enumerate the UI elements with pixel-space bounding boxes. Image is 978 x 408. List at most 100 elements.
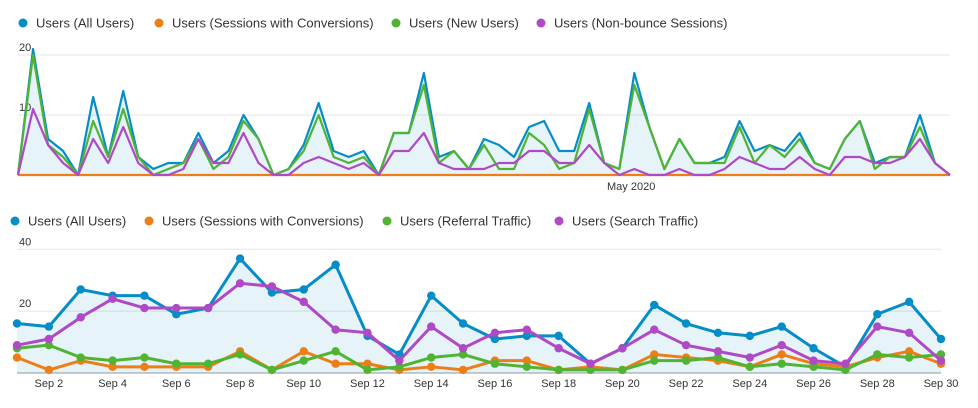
point-users-all-users-4: [140, 291, 149, 300]
point-users-all-users-16: [522, 331, 531, 341]
point-users-search-traffic-19: [618, 344, 627, 353]
x-tick-label-sep-8: Sep 8: [226, 378, 255, 390]
point-users-referral-traffic-28: [904, 353, 914, 362]
point-users-referral-traffic-15: [490, 359, 500, 368]
line-users-search-traffic: [16, 281, 942, 366]
legend-item-users-search-traffic: Users (Search Traffic): [554, 214, 698, 229]
point-users-referral-traffic-16: [522, 362, 531, 372]
point-users-all-users-2: [76, 285, 85, 294]
point-users-referral-traffic-1: [44, 340, 54, 350]
point-users-all-users-25: [809, 344, 818, 353]
legend-item-users-all-users: Users (All Users): [10, 214, 126, 229]
point-users-search-traffic-6: [203, 303, 213, 313]
series-users-new-users: [16, 53, 951, 177]
legend-item-users-new-users: Users (New Users): [391, 16, 519, 31]
point-users-search-traffic-25: [809, 356, 818, 365]
point-users-referral-traffic-13: [427, 353, 436, 362]
legend-label-users-all-users: Users (All Users): [36, 16, 134, 31]
point-users-all-users-21: [681, 319, 691, 328]
legend-marker-users-non-bounce-sessions: [536, 18, 546, 28]
y-tick-label-20: 20: [19, 298, 31, 310]
legend-label-users-sessions-with-conversions: Users (Sessions with Conversions): [172, 16, 374, 31]
point-users-search-traffic-8: [267, 282, 277, 291]
legend-label-users-sessions-with-conversions: Users (Sessions with Conversions): [162, 214, 364, 229]
legend-item-users-all-users: Users (All Users): [18, 16, 134, 31]
legend-item-users-referral-traffic: Users (Referral Traffic): [382, 214, 531, 229]
point-users-all-users-15: [490, 334, 500, 344]
point-users-search-traffic-12: [395, 356, 404, 365]
point-users-search-traffic-21: [681, 340, 691, 350]
point-users-search-traffic-2: [76, 313, 85, 322]
x-tick-label-sep-10: Sep 10: [286, 378, 321, 390]
x-tick-label-sep-2: Sep 2: [34, 378, 63, 390]
series-users-all-users: [12, 254, 946, 373]
point-users-search-traffic-22: [713, 347, 723, 356]
line-users-all-users: [16, 47, 951, 177]
y-tick-label-40: 40: [19, 236, 31, 248]
chart-bottom: Users (All Users) Users (Sessions with Co…: [10, 214, 958, 390]
line-users-non-bounce-sessions: [16, 107, 951, 177]
point-users-all-users-27: [873, 310, 882, 319]
legend-marker-users-all-users: [18, 18, 28, 28]
point-users-search-traffic-18: [586, 359, 595, 368]
point-users-all-users-7: [235, 254, 245, 263]
legend-marker-users-search-traffic: [554, 216, 564, 226]
legend-label-users-all-users: Users (All Users): [28, 214, 126, 229]
area-fill-users-all-users: [17, 258, 941, 373]
point-users-search-traffic-24: [777, 340, 786, 350]
point-users-search-traffic-23: [745, 353, 755, 362]
point-users-all-users-10: [331, 260, 340, 269]
point-users-search-traffic-11: [363, 328, 372, 337]
point-users-search-traffic-1: [44, 334, 54, 344]
point-users-sessions-with-conversions-4: [140, 362, 149, 372]
line-users-all-users: [16, 257, 943, 369]
legend-label-users-referral-traffic: Users (Referral Traffic): [400, 214, 531, 229]
point-users-all-users-29: [936, 334, 946, 344]
x-tick-label-sep-22: Sep 22: [669, 378, 704, 390]
point-users-sessions-with-conversions-0: [12, 353, 22, 362]
point-users-referral-traffic-22: [713, 353, 723, 362]
point-users-sessions-with-conversions-14: [458, 365, 468, 375]
series-users-all-users: [16, 47, 951, 177]
legend-item-users-non-bounce-sessions: Users (Non-bounce Sessions): [536, 16, 727, 31]
point-users-search-traffic-5: [172, 303, 181, 313]
point-users-referral-traffic-3: [108, 356, 117, 365]
point-users-sessions-with-conversions-9: [299, 347, 308, 356]
point-users-sessions-with-conversions-10: [331, 359, 340, 368]
point-users-referral-traffic-27: [873, 350, 882, 359]
point-users-referral-traffic-24: [777, 359, 786, 368]
x-tick-label-sep-6: Sep 6: [162, 378, 191, 390]
x-tick-label-sep-20: Sep 20: [605, 378, 640, 390]
point-users-all-users-24: [777, 322, 786, 331]
legend-item-users-sessions-with-conversions: Users (Sessions with Conversions): [144, 214, 364, 229]
point-users-all-users-0: [12, 319, 22, 328]
point-users-search-traffic-0: [12, 340, 22, 350]
point-users-sessions-with-conversions-11: [363, 359, 372, 368]
point-users-referral-traffic-14: [458, 350, 468, 359]
point-users-all-users-8: [267, 288, 277, 297]
point-users-referral-traffic-8: [267, 365, 277, 375]
point-users-referral-traffic-19: [618, 365, 627, 375]
x-tick-label-sep-28: Sep 28: [860, 378, 895, 390]
legend-item-users-sessions-with-conversions: Users (Sessions with Conversions): [154, 16, 374, 31]
x-tick-label-sep-4: Sep 4: [98, 378, 127, 390]
point-users-referral-traffic-26: [841, 365, 850, 375]
point-users-referral-traffic-25: [809, 362, 818, 372]
point-users-search-traffic-3: [108, 294, 117, 303]
point-users-search-traffic-4: [140, 303, 149, 313]
x-tick-label-may-2020: May 2020: [607, 181, 655, 193]
x-tick-label-sep-12: Sep 12: [350, 378, 385, 390]
line-users-sessions-with-conversions: [16, 349, 942, 372]
point-users-search-traffic-16: [522, 325, 531, 334]
point-users-search-traffic-28: [904, 328, 914, 337]
point-users-all-users-22: [713, 328, 723, 337]
point-users-referral-traffic-23: [745, 362, 755, 372]
series-users-non-bounce-sessions: [16, 107, 951, 177]
point-users-referral-traffic-18: [586, 365, 595, 375]
point-users-referral-traffic-7: [235, 350, 245, 359]
legend-marker-users-sessions-with-conversions: [154, 18, 164, 28]
point-users-search-traffic-29: [936, 356, 946, 365]
point-users-sessions-with-conversions-24: [777, 350, 786, 359]
point-users-referral-traffic-12: [395, 362, 404, 372]
